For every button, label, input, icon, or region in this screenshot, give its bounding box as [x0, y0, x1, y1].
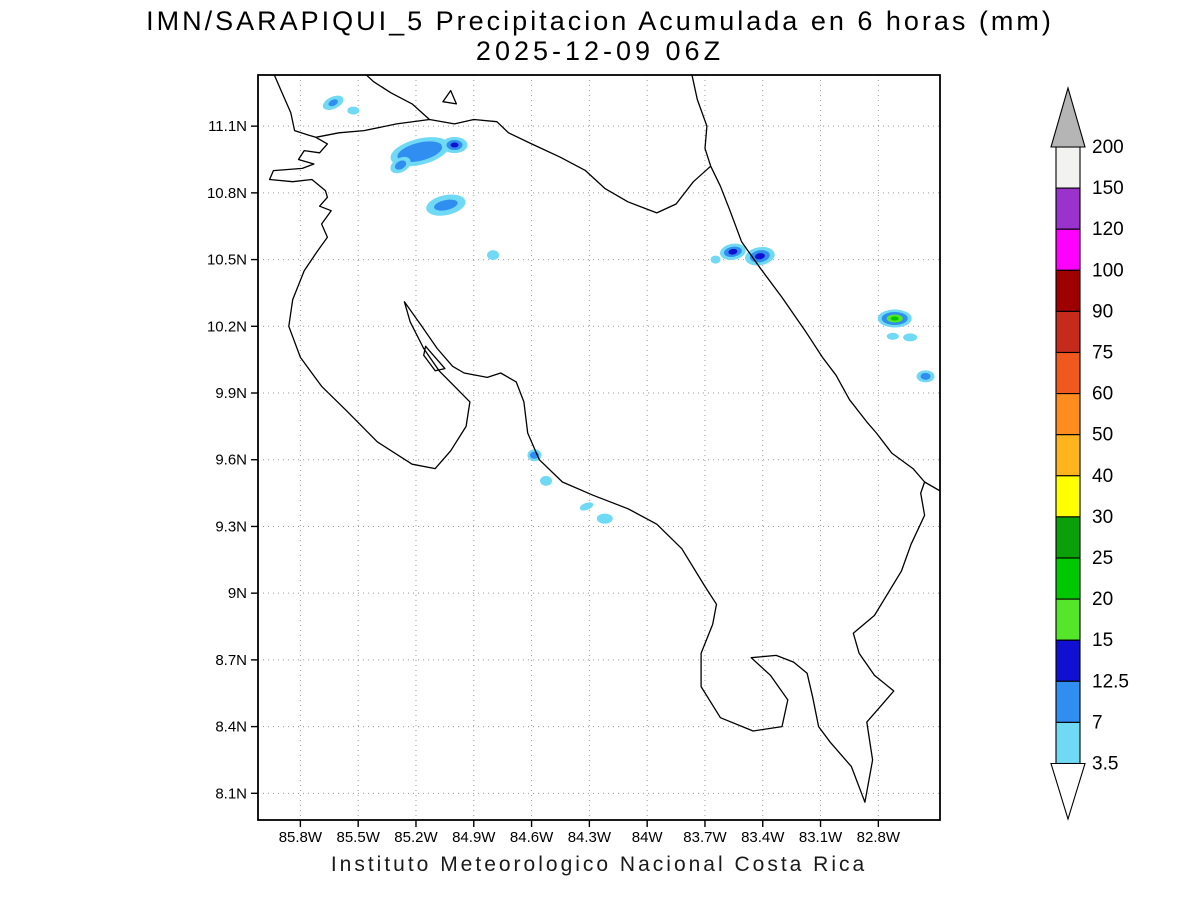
coast-nicaragua-pacific-coast: [273, 75, 317, 138]
colorbar-label: 12.5: [1092, 671, 1129, 692]
colorbar-segment: [1055, 721, 1081, 765]
precip-cell-layer: [347, 106, 360, 115]
coast-nicaragua-caribbean-coast: [691, 75, 712, 167]
x-tick-label: 85.5W: [337, 829, 381, 846]
x-tick-label: 83.4W: [741, 829, 785, 846]
figure-title: IMN/SARAPIQUI_5 Precipitacion Acumulada …: [146, 6, 1054, 36]
colorbar-segment: [1055, 393, 1081, 436]
x-tick-label: 85.2W: [394, 829, 438, 846]
colorbar-label: 3.5: [1092, 754, 1118, 775]
colorbar-label: 30: [1092, 507, 1113, 528]
institution-footer: Instituto Meteorologico Nacional Costa R…: [330, 853, 868, 876]
x-tick-label: 84W: [632, 829, 664, 846]
precip-cell-layer: [540, 475, 553, 486]
y-tick-label: 11.1N: [208, 118, 247, 135]
precip-cell-layer: [487, 250, 500, 261]
colorbar-label: 20: [1092, 589, 1113, 610]
colorbar-label: 120: [1092, 219, 1124, 240]
colorbar-segment: [1055, 228, 1081, 271]
map-content: [258, 75, 940, 820]
precip-cells: [322, 95, 935, 524]
precip-cell-layer: [397, 141, 443, 163]
colorbar-segment: [1055, 146, 1081, 189]
coast-isla-chira: [423, 345, 446, 372]
coast-solentiname-island: [442, 89, 458, 105]
colorbar-label: 150: [1092, 178, 1124, 199]
colorbar-label: 15: [1092, 630, 1113, 651]
colorbar-segment: [1055, 187, 1081, 230]
colorbar-segment: [1055, 557, 1081, 600]
y-tick-label: 9.9N: [215, 385, 247, 402]
coast-lake-nicaragua-shore: [365, 75, 431, 121]
x-tick-label: 82.8W: [857, 829, 901, 846]
x-tick-label: 83.1W: [799, 829, 843, 846]
axes: 11.1N 10.8N 10.5N 10.2N 9.9N 9.6N 9.3N 9N 8.7N 8.…: [207, 118, 901, 846]
y-tick-label: 8.4N: [215, 719, 247, 736]
x-tick-label: 84.3W: [568, 829, 612, 846]
colorbar-segment: [1055, 598, 1081, 641]
x-tick-label: 84.9W: [452, 829, 496, 846]
colorbar-segment: [1055, 269, 1081, 312]
precip-cell-layer: [754, 253, 765, 260]
x-tick-label: 85.8W: [279, 829, 323, 846]
colorbar-label: 7: [1092, 712, 1103, 733]
colorbar-label: 25: [1092, 548, 1113, 569]
y-tick-label: 8.7N: [215, 652, 247, 669]
colorbar-label: 75: [1092, 343, 1113, 364]
y-tick-label: 9.3N: [215, 518, 247, 535]
precip-cell-layer: [903, 333, 918, 342]
colorbar-segment: [1055, 351, 1081, 395]
colorbar-label: 90: [1092, 301, 1113, 322]
colorbar-label: 60: [1092, 384, 1113, 405]
precip-cell-layer: [920, 372, 931, 380]
colorbar-above-max-arrow: [1050, 86, 1086, 148]
y-tick-label: 10.8N: [207, 185, 247, 202]
y-tick-label: 8.1N: [215, 785, 247, 802]
colorbar-below-min-arrow: [1050, 762, 1086, 821]
precip-cell-layer: [434, 199, 458, 211]
coast-costa-rica-outline: [268, 118, 926, 803]
y-tick-label: 10.2N: [207, 318, 247, 335]
coast-panama-caribbean-coast: [923, 481, 940, 492]
precip-cell-layer: [328, 99, 338, 107]
precip-cell-layer: [890, 316, 899, 321]
colorbar-segment: [1055, 434, 1081, 477]
colorbar-label: 100: [1092, 260, 1124, 281]
y-tick-label: 10.5N: [207, 252, 247, 269]
colorbar-label: 50: [1092, 425, 1113, 446]
plot-frame: [257, 74, 941, 821]
x-tick-label: 84.6W: [510, 829, 554, 846]
precip-cell-layer: [728, 248, 738, 255]
precip-cell-layer: [579, 502, 594, 511]
precip-cell-layer: [886, 332, 899, 340]
coastline: [268, 75, 940, 803]
colorbar-segment: [1055, 680, 1081, 723]
y-tick-label: 9.6N: [215, 452, 247, 469]
x-tick-label: 83.7W: [683, 829, 727, 846]
colorbar-segment: [1055, 639, 1081, 682]
colorbar-label: 200: [1092, 137, 1124, 158]
precip-cell-layer: [596, 513, 613, 524]
precip-cell-layer: [394, 160, 407, 170]
colorbar-segment: [1055, 475, 1081, 518]
colorbar-label: 40: [1092, 466, 1113, 487]
y-tick-label: 9N: [228, 585, 247, 602]
colorbar-segment: [1055, 310, 1081, 354]
colorbar: 200 150 120 100 90 75 60 50 40 30 25 20 15 12.5 7 3.5: [1050, 86, 1129, 821]
figure-subtitle-date: 2025-12-09 06Z: [475, 36, 725, 66]
precip-cell-layer: [710, 255, 721, 264]
grid-lines: [258, 75, 940, 820]
precip-cell-layer: [450, 142, 459, 148]
colorbar-segment: [1055, 516, 1081, 559]
